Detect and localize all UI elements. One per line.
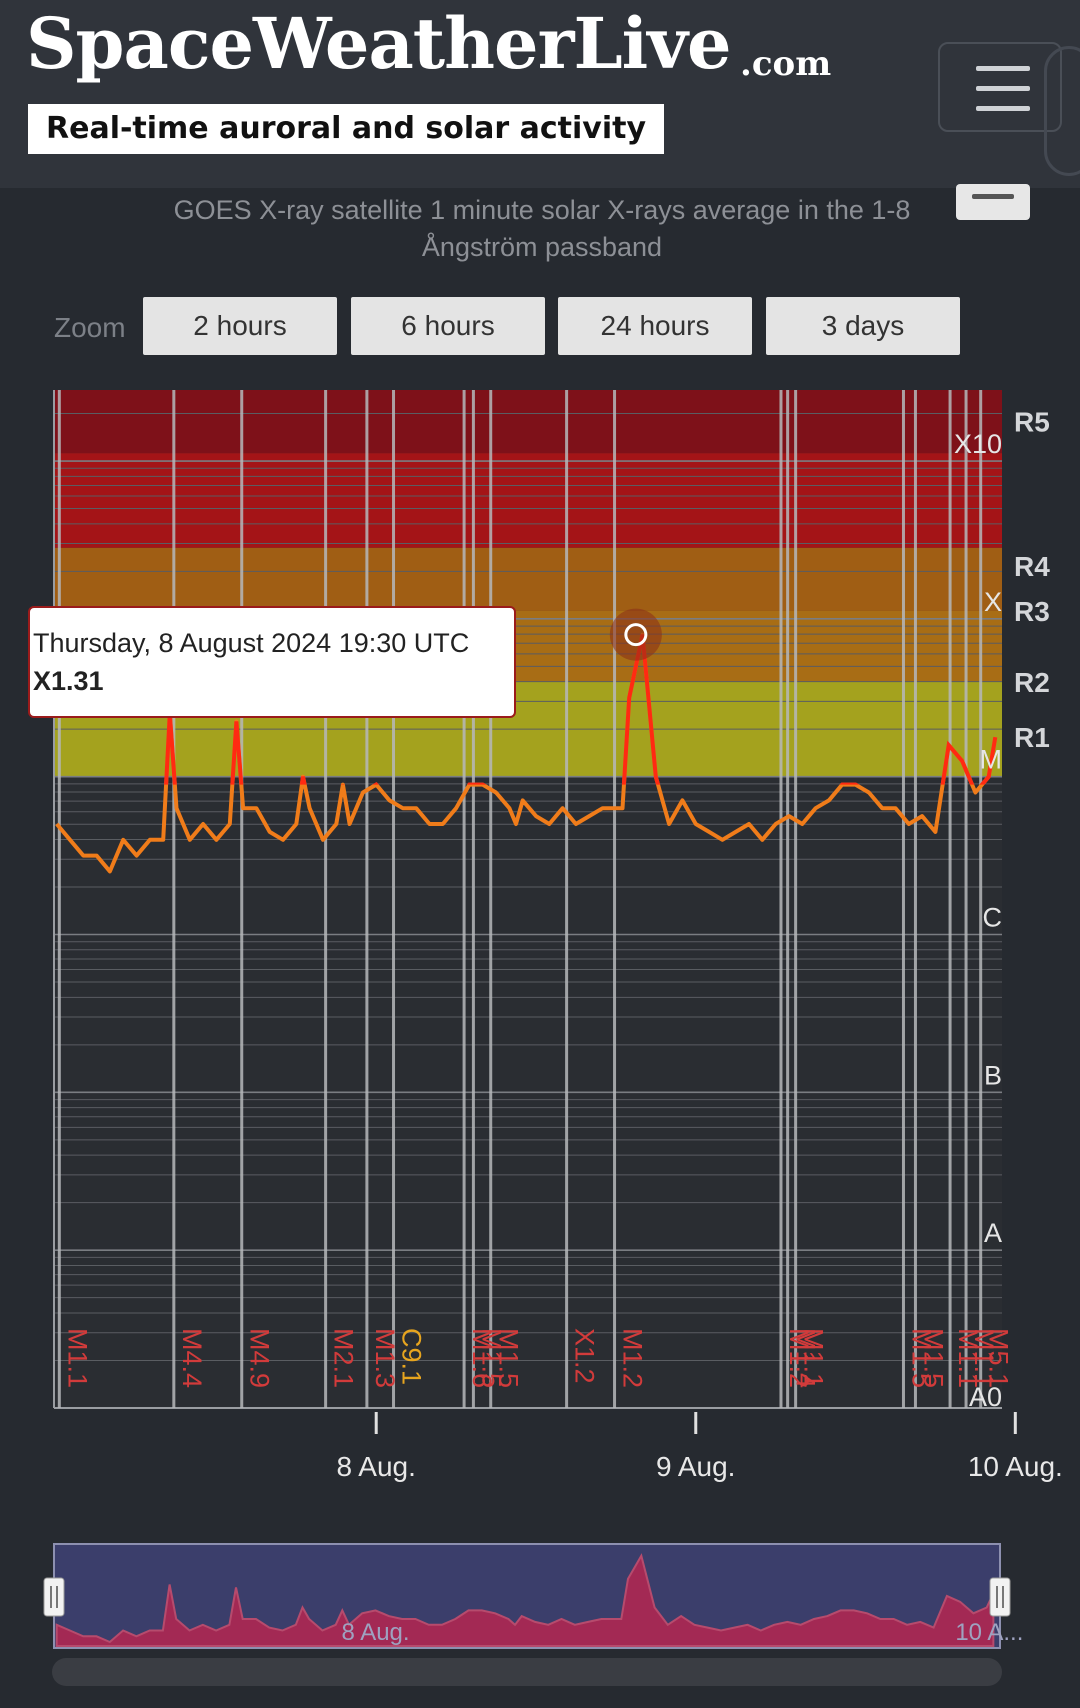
band-r5	[54, 390, 1002, 454]
minus-icon	[972, 194, 1014, 199]
flare-label: X1.2	[570, 1328, 600, 1384]
tooltip-date: Thursday, 8 August 2024 19:30 UTC	[33, 628, 470, 658]
class-label: C	[983, 903, 1003, 933]
flux-line	[55, 632, 998, 874]
flux-series	[55, 632, 998, 874]
menu-icon-bar	[976, 86, 1030, 91]
radio-blackout-label: R2	[1014, 667, 1050, 698]
x-axis: 8 Aug. 9 Aug. 10 Aug.	[337, 1412, 1063, 1482]
zoom-2-hours-button[interactable]: 2 hours	[143, 297, 337, 355]
flare-label: M5.1	[984, 1328, 1014, 1388]
flare-label: M1.1	[953, 1328, 983, 1388]
menu-icon	[976, 66, 1030, 71]
menu-icon-bar	[976, 106, 1030, 111]
flare-label: M1.5	[476, 1328, 506, 1388]
radio-blackout-label: R4	[1014, 551, 1050, 582]
class-label: X10	[954, 429, 1002, 459]
flare-labels: M1.1 M4.4 M4.9 M2.1 M1.3C9.1 M1.6M1.5M1.5 X1.2…	[62, 1328, 1013, 1388]
navigator-scrollbar[interactable]	[52, 1658, 1002, 1686]
hover-marker	[609, 608, 662, 661]
zoom-3-days-button[interactable]: 3 days	[766, 297, 960, 355]
navigator-tick-label: 8 Aug.	[342, 1619, 410, 1646]
tooltip-value: X1.31	[33, 666, 104, 696]
flare-markers	[57, 390, 983, 1408]
band-r4	[54, 453, 1002, 548]
range-navigator: 8 Aug. 10 A...	[43, 1543, 1023, 1686]
flare-label: M1.6	[467, 1328, 497, 1388]
flare-label: M4.9	[245, 1328, 275, 1388]
hamburger-menu-button[interactable]	[938, 42, 1062, 132]
flare-label: M1.1	[969, 1328, 999, 1388]
site-logo[interactable]: SpaceWeatherLive	[26, 2, 731, 85]
chart-subtitle: GOES X-ray satellite 1 minute solar X-ra…	[173, 195, 911, 262]
flare-label: M4.4	[177, 1328, 207, 1388]
navigator-right-handle[interactable]	[989, 1577, 1011, 1617]
navigator-tick-label: 10 A...	[955, 1619, 1023, 1646]
flare-label: M1.5	[918, 1328, 948, 1388]
flare-label: M1.3	[370, 1328, 400, 1388]
navigator-left-handle[interactable]	[43, 1577, 65, 1617]
radio-blackout-label: R1	[1014, 722, 1050, 753]
flare-label: M2.1	[329, 1328, 359, 1388]
class-label: B	[984, 1060, 1002, 1090]
chart-tooltip: Thursday, 8 August 2024 19:30 UTC X1.31	[28, 606, 516, 718]
hover-halo	[609, 608, 662, 661]
site-header: SpaceWeatherLive .com Real-time auroral …	[0, 0, 1080, 188]
flare-label: M1.2	[784, 1328, 814, 1388]
x-tick-label: 8 Aug.	[337, 1451, 416, 1482]
navigator-series	[55, 1553, 995, 1647]
class-label: A0	[969, 1382, 1002, 1412]
collapse-chart-button[interactable]	[956, 184, 1030, 220]
flare-label: M1.5	[906, 1328, 936, 1388]
radio-blackout-label: R5	[1014, 407, 1050, 438]
radio-blackout-label: R3	[1014, 596, 1050, 627]
zoom-label: Zoom	[54, 312, 126, 343]
header-edge-handle	[1044, 46, 1080, 176]
chart-grid	[53, 390, 1002, 1409]
site-tagline: Real-time auroral and solar activity	[28, 104, 665, 154]
class-labels: X10 X M C B A A0	[954, 429, 1002, 1412]
class-label: X	[984, 587, 1002, 617]
flare-label: M1.4	[791, 1328, 821, 1388]
flare-label: M1.2	[618, 1328, 648, 1388]
class-label: A	[984, 1218, 1002, 1248]
flare-label: M1.1	[799, 1328, 829, 1388]
x-tick-label: 9 Aug.	[656, 1451, 735, 1482]
radio-blackout-labels: R5 R4 R3 R2 R1	[1014, 407, 1050, 754]
chart-bands	[54, 390, 1002, 1408]
class-label: M	[980, 745, 1003, 775]
x-tick-label: 10 Aug.	[968, 1451, 1063, 1482]
site-logo-tld: .com	[740, 44, 832, 84]
hover-point	[624, 623, 648, 647]
zoom-24-hours-button[interactable]: 24 hours	[558, 297, 752, 355]
flare-label: M1.1	[62, 1328, 92, 1388]
zoom-6-hours-button[interactable]: 6 hours	[351, 297, 545, 355]
band-r3	[54, 547, 1002, 611]
flare-label: C9.1	[397, 1328, 427, 1385]
flare-label: M1.5	[494, 1328, 524, 1388]
